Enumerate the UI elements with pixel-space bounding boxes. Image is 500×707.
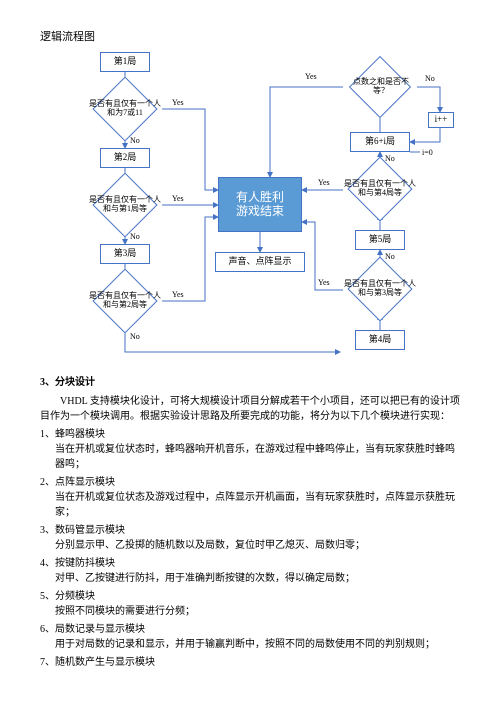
no-d5: No	[385, 154, 395, 163]
section3-title: 3、分块设计	[40, 375, 460, 390]
item-title: 7、随机数产生与显示模块	[40, 655, 460, 670]
item-body: 用于对局数的记录和显示，并用于输赢判断中，按照不同的局数使用不同的判别规则；	[55, 637, 460, 652]
item-body: 当在开机或复位状态及游戏过程中，点阵显示开机画面，当有玩家获胜时，点阵显示获胜玩…	[55, 490, 460, 520]
yes-d3: Yes	[172, 290, 184, 299]
round2-box: 第2局	[100, 148, 150, 168]
audio-box: 声音、点阵显示	[215, 252, 305, 272]
round5-box: 第5局	[355, 230, 405, 250]
item-body: 当在开机或复位状态时，蜂鸣器响开机音乐，在游戏过程中蜂鸣停止，当有玩家获胜时蜂鸣…	[55, 442, 460, 472]
flowchart: 第1局 是否有且仅有一个人和为7或11 第2局 是否有且仅有一个人和与第1局等 …	[40, 52, 460, 367]
items-list: 1、蜂鸣器模块当在开机或复位状态时，蜂鸣器响开机音乐，在游戏过程中蜂鸣停止，当有…	[40, 427, 460, 670]
d3-text: 是否有且仅有一个人和与第2局等	[88, 276, 162, 326]
round3-box: 第3局	[100, 244, 150, 264]
item-body: 对甲、乙按键进行防抖，用于准确判断按键的次数，得以确定局数；	[55, 571, 460, 586]
d6-text: 点数之和是否不等？	[346, 64, 416, 110]
d5-text: 是否有且仅有一个人和与第4局等	[343, 164, 417, 214]
no-d1: No	[130, 136, 140, 145]
item-title: 1、蜂鸣器模块	[40, 427, 460, 442]
item-title: 4、按键防抖模块	[40, 556, 460, 571]
item-title: 5、分频模块	[40, 589, 460, 604]
ipp-box: i++	[428, 112, 454, 128]
center-box: 有人胜利 游戏结束	[218, 177, 302, 232]
no-d4: No	[385, 252, 395, 261]
i0-label: i=0	[422, 148, 433, 157]
item-title: 6、局数记录与显示模块	[40, 622, 460, 637]
no-d3: No	[130, 332, 140, 341]
yes-d4: Yes	[318, 278, 330, 287]
yes-d6: Yes	[305, 72, 317, 81]
no-d6: No	[425, 74, 435, 83]
no-d2: No	[130, 232, 140, 241]
center-text1: 有人胜利	[236, 191, 284, 204]
item-body: 按照不同模块的需要进行分频；	[55, 604, 460, 619]
d4-text: 是否有且仅有一个人和与第3局等	[343, 264, 417, 314]
round1-box: 第1局	[100, 52, 150, 72]
item-title: 2、点阵显示模块	[40, 475, 460, 490]
round4-box: 第4局	[355, 330, 405, 350]
page-title: 逻辑流程图	[40, 28, 460, 44]
d1-text: 是否有且仅有一个人和为7或11	[88, 84, 162, 134]
section3-para: VHDL 支持模块化设计，可将大规模设计项目分解成若干个小项目，还可以把已有的设…	[40, 394, 460, 424]
yes-d5: Yes	[318, 178, 330, 187]
d2-text: 是否有且仅有一个人和与第1局等	[88, 180, 162, 230]
yes-d1: Yes	[172, 98, 184, 107]
item-body: 分别显示甲、乙投掷的随机数以及局数，复位时甲乙熄灭、局数归零；	[55, 538, 460, 553]
yes-d2: Yes	[172, 194, 184, 203]
center-text2: 游戏结束	[236, 205, 284, 218]
round6i-box: 第6+i局	[350, 132, 410, 152]
item-title: 3、数码管显示模块	[40, 523, 460, 538]
